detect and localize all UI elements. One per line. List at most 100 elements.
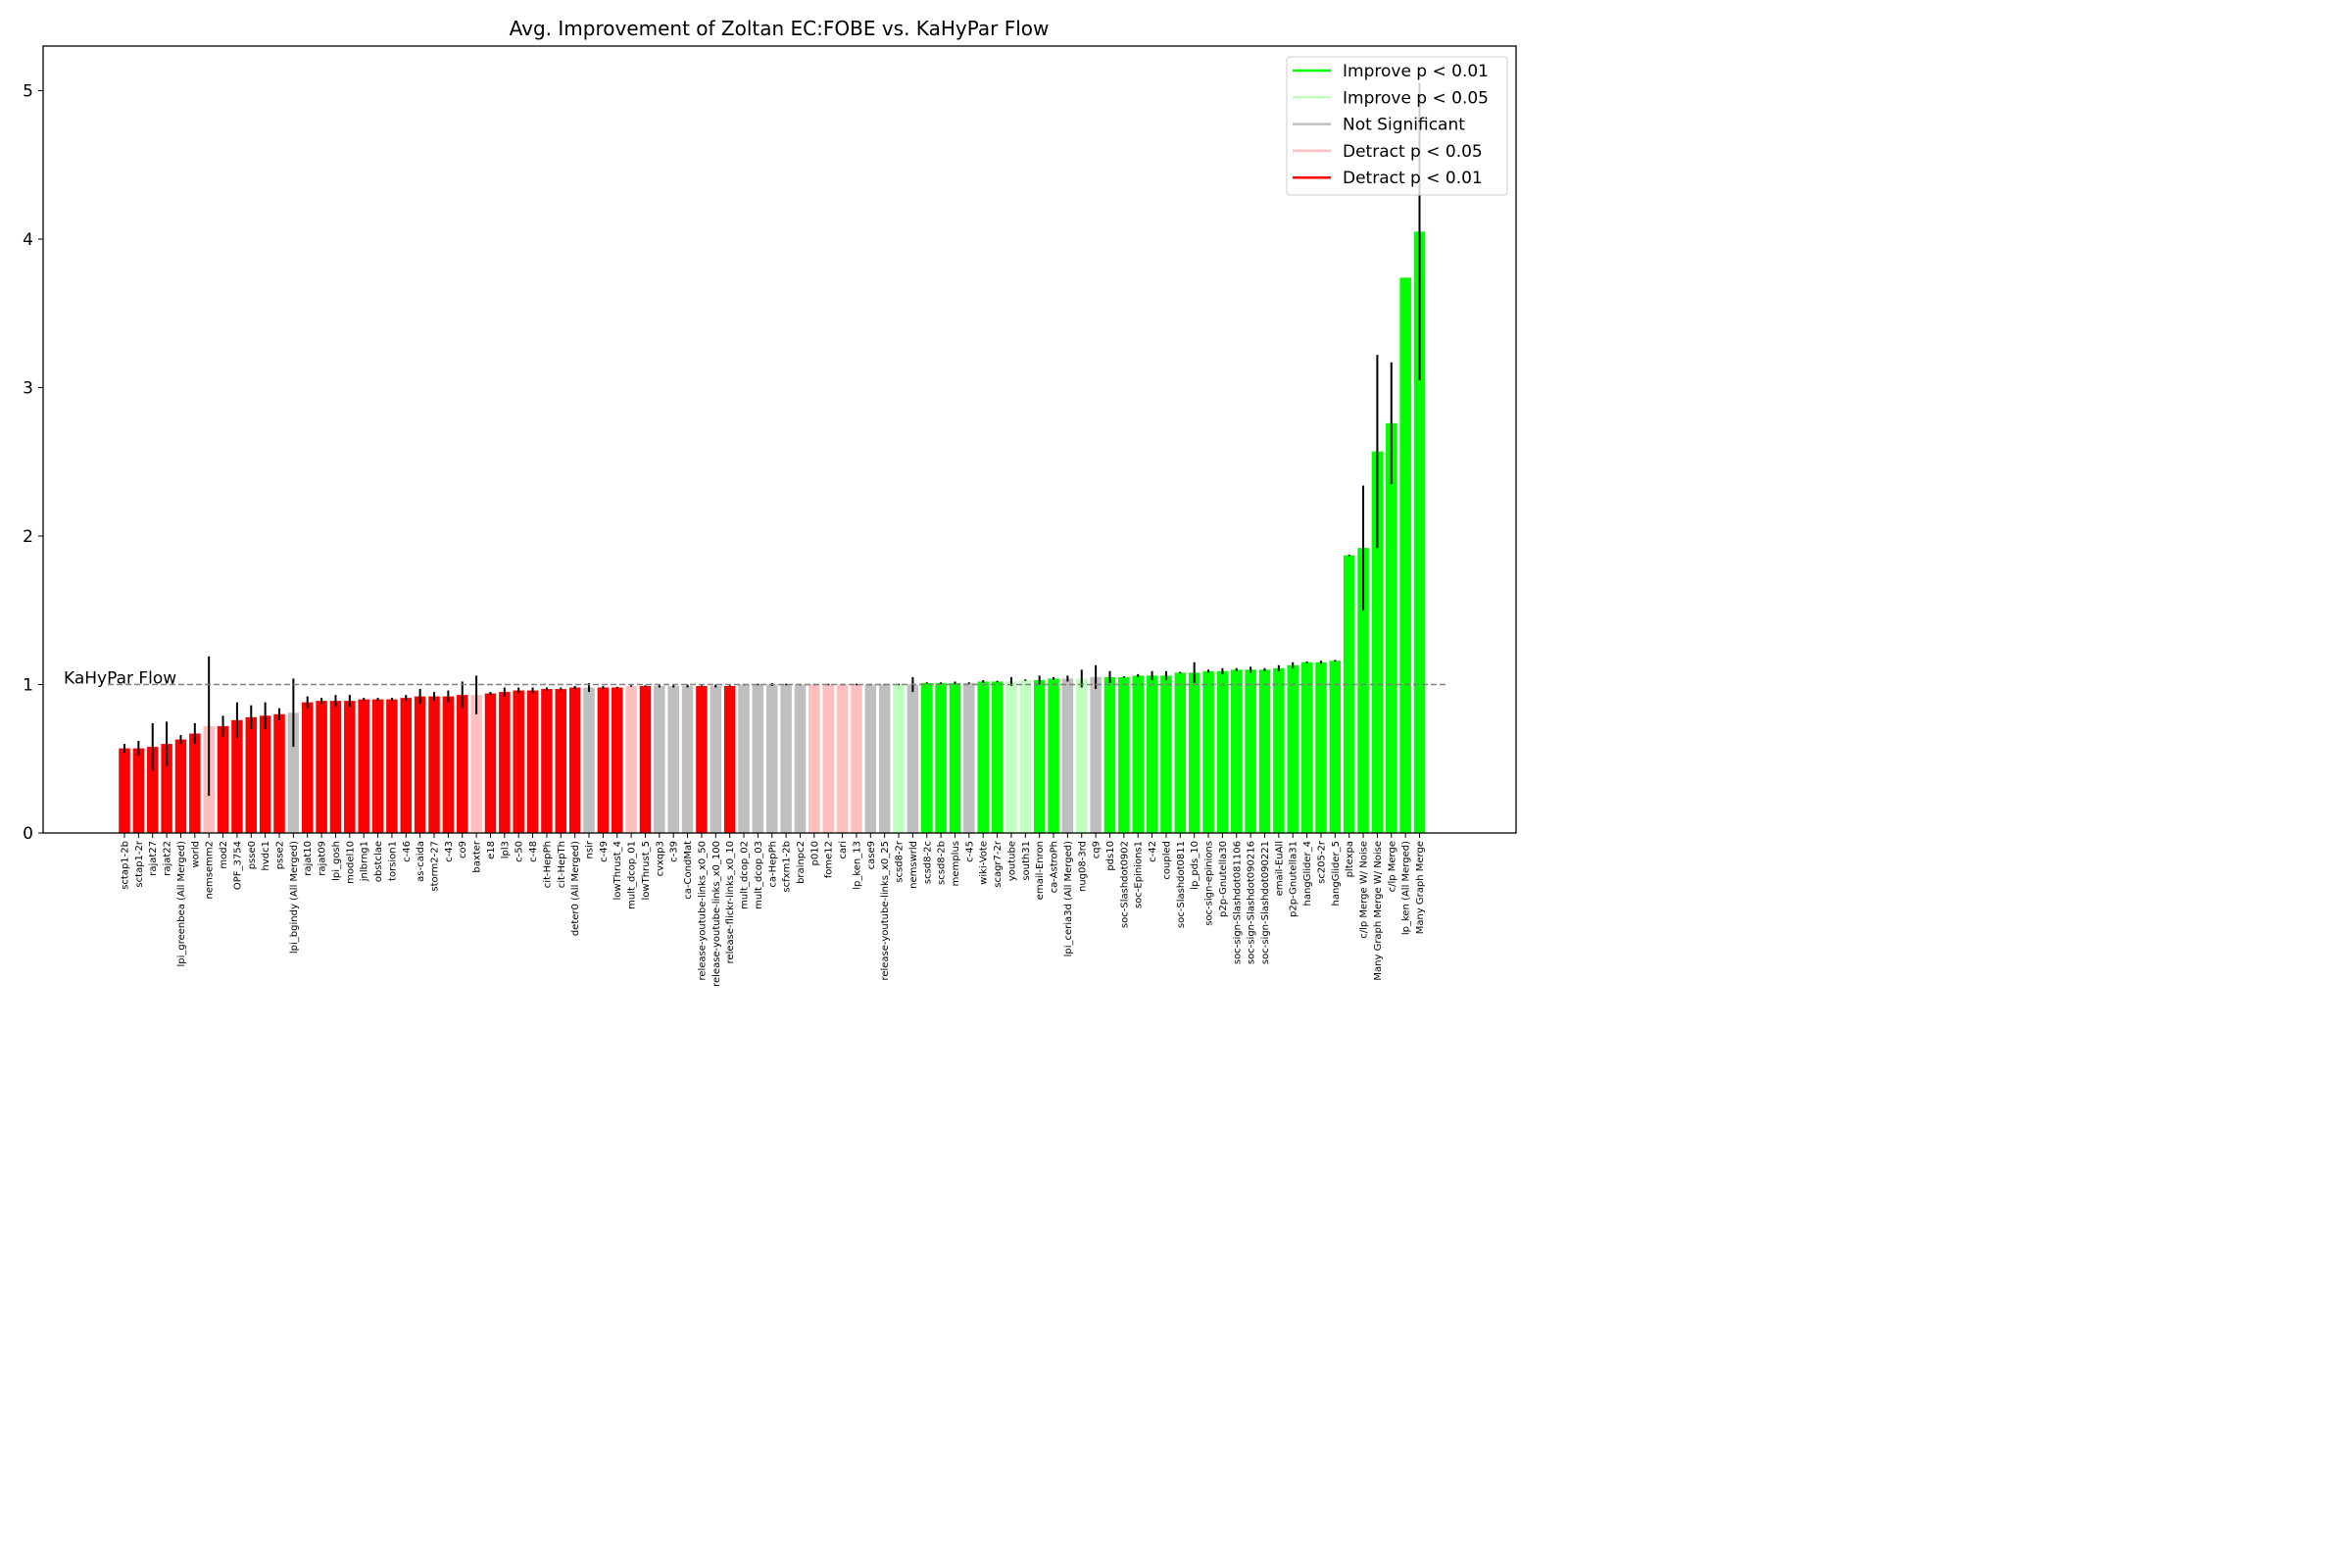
bar [344, 701, 356, 833]
bars-layer [119, 231, 1426, 834]
y-tick-label: 1 [23, 675, 33, 695]
x-tick-label: as-caida [416, 841, 426, 882]
x-tick-label: deter0 (All Merged) [570, 841, 581, 936]
bar [1048, 678, 1059, 833]
x-tick-label: lpi_greenbea (All Merged) [176, 841, 187, 967]
x-tick-label: rajat27 [148, 841, 159, 876]
x-tick-label: cari [838, 841, 849, 859]
x-tick-label: release-flickr-links_x0_10 [725, 841, 736, 963]
x-tick-label: c/lp Merge W/ Noise [1359, 841, 1370, 939]
x-tick-label: p2p-Gnutella30 [1218, 841, 1229, 917]
x-tick-label: release-youtube-links_x0_50 [697, 841, 708, 981]
legend-label: Detract p < 0.05 [1343, 142, 1483, 162]
x-tick-label: e18 [486, 841, 497, 859]
bar [1315, 662, 1327, 833]
chart-container: Avg. Improvement of Zoltan EC:FOBE vs. K… [0, 0, 1537, 1020]
x-tick-label: fome12 [824, 841, 835, 878]
bar [991, 681, 1004, 833]
bar [1019, 679, 1032, 833]
bar [1160, 675, 1172, 833]
bar [935, 682, 947, 833]
bar [371, 699, 384, 833]
bar [1216, 670, 1229, 833]
bar [1188, 672, 1200, 833]
x-tick-label: c-50 [514, 841, 525, 862]
bar [667, 686, 679, 833]
y-tick-label: 3 [23, 378, 33, 398]
x-tick-label: psse0 [247, 841, 258, 869]
x-tick-label: hangGlider_5 [1331, 841, 1342, 906]
x-tick-label: jnlbrng1 [360, 841, 370, 882]
x-tick-label: nemsemm2 [205, 841, 216, 899]
x-tick-label: sc205-2r [1316, 840, 1327, 884]
bar [710, 686, 722, 833]
x-tick-label: lpi_bgindy (All Merged) [289, 841, 300, 954]
bar [639, 686, 652, 833]
bar [1202, 670, 1214, 833]
x-tick-label: p2p-Gnutella31 [1289, 841, 1299, 917]
x-tick-label: model10 [345, 841, 356, 884]
bar [428, 696, 440, 833]
bar [1061, 678, 1074, 833]
bar [1231, 669, 1243, 833]
bar [1357, 548, 1369, 833]
x-tick-label: release-youtube-links_x0_25 [880, 841, 891, 981]
bar [400, 698, 413, 833]
bar [541, 689, 553, 833]
bar [836, 684, 849, 833]
x-tick-label: c/lp Merge [1387, 841, 1397, 892]
x-tick-label: torsion1 [387, 841, 398, 881]
bar [1413, 231, 1426, 833]
x-tick-label: psse2 [275, 841, 286, 869]
bar [259, 715, 271, 833]
x-tick-label: lowThrust_4 [612, 841, 623, 900]
bar [189, 733, 201, 833]
bar [625, 686, 637, 833]
bar [568, 687, 581, 833]
bar [555, 689, 567, 833]
bar [499, 692, 511, 833]
x-tick-label: storm2-27 [430, 841, 441, 892]
bar [851, 684, 862, 833]
bar [174, 739, 187, 833]
y-tick-label: 2 [23, 527, 33, 547]
bar [794, 684, 807, 833]
bar [1118, 676, 1130, 833]
x-tick-label: co9 [458, 841, 468, 858]
bar [949, 682, 961, 833]
x-tick-label: coupled [1161, 841, 1172, 880]
x-tick-label: c-43 [444, 841, 455, 862]
bar [358, 699, 369, 833]
bar [1005, 681, 1017, 833]
x-tick-label: lpi_gosh [331, 841, 342, 881]
x-tick-label: lpl3 [500, 841, 511, 858]
x-tick-label: lp_ken_13 [852, 841, 862, 890]
bar [808, 684, 820, 833]
x-tick-label: rajat09 [318, 841, 328, 876]
x-axis: sctap1-2b sctap1-2r rajat27 rajat22 lpi_gree… [121, 833, 1426, 987]
legend-label: Not Significant [1343, 116, 1465, 135]
x-tick-label: email-EuAll [1274, 841, 1285, 896]
x-tick-label: c-46 [402, 841, 413, 862]
x-tick-label: p010 [809, 841, 820, 865]
x-tick-label: ca-CondMat [683, 841, 694, 900]
bar [1399, 277, 1411, 834]
reference-line-label: KaHyPar Flow [64, 668, 176, 688]
bar [470, 695, 482, 833]
x-tick-label: rajat10 [303, 841, 314, 876]
bar [654, 686, 665, 833]
bar [612, 687, 623, 833]
x-tick-label: lp_pds_10 [1190, 841, 1200, 890]
y-axis: 0 1 2 3 4 5 [23, 81, 43, 844]
bar [161, 744, 172, 833]
bar [1287, 664, 1298, 833]
bar [119, 748, 130, 833]
bar [1371, 451, 1384, 833]
x-tick-label: wiki-Vote [979, 841, 990, 885]
bar [386, 699, 398, 833]
bar [456, 695, 468, 833]
bar [526, 690, 539, 833]
x-tick-label: scsd8-2c [922, 841, 933, 884]
bar [273, 713, 285, 833]
bar [231, 719, 243, 833]
